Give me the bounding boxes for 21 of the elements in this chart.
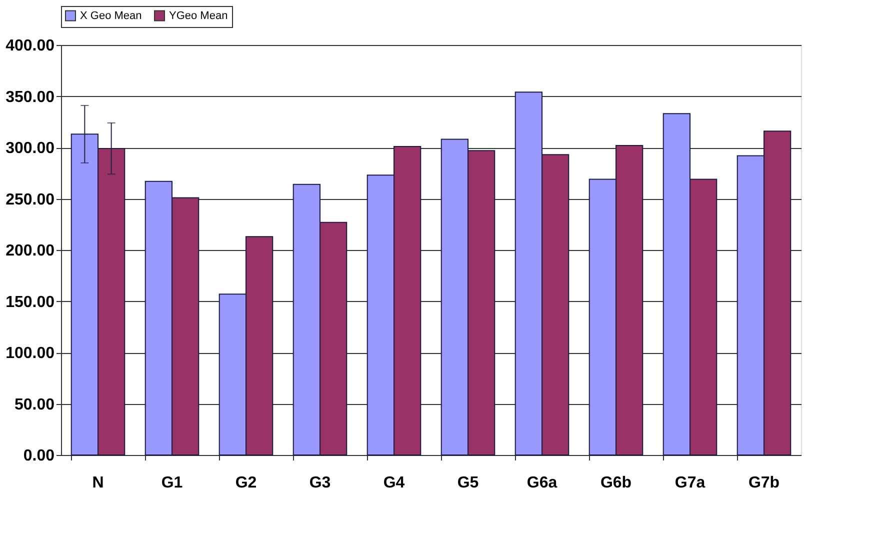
y-tick-label: 250.00 (6, 191, 55, 208)
x-tick-label: G5 (457, 474, 479, 492)
x-tick-label: G7b (748, 474, 780, 492)
y-tick-label: 400.00 (6, 38, 55, 54)
y-tick-label: 100.00 (6, 345, 55, 362)
y-tick-label: 50.00 (14, 396, 55, 414)
x-tick-label: G2 (235, 474, 257, 492)
x-tick-label: G7a (674, 474, 706, 492)
y-tick-label: 200.00 (6, 242, 55, 260)
x-tick-label: G6b (600, 474, 632, 492)
x-tick-label: G3 (309, 474, 331, 492)
x-tick-label: G1 (161, 474, 183, 492)
x-tick-label: N (92, 474, 104, 492)
legend-label: X Geo Mean (80, 10, 142, 22)
x-tick-label: G4 (383, 474, 405, 492)
y-tick-label: 150.00 (6, 294, 55, 311)
x-tick-label: G6a (526, 474, 558, 492)
y-tick-label: 350.00 (6, 88, 55, 106)
y-tick-label: 0.00 (23, 448, 55, 464)
y-tick-label: 300.00 (6, 140, 55, 157)
legend-label: YGeo Mean (169, 10, 228, 22)
